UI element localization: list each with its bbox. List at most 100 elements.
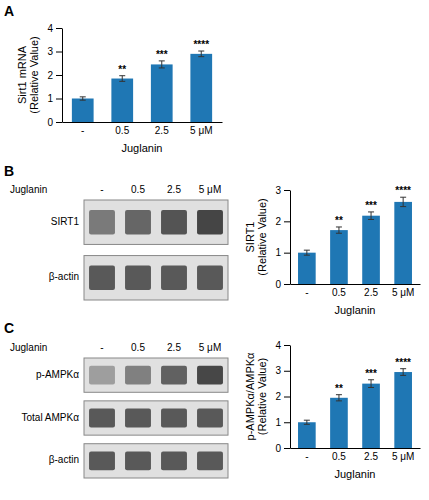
x-tick: 0.5 [332,451,346,462]
y-tick-mark [284,190,290,191]
x-tick: 5 μM [392,451,414,462]
x-axis: -0.52.55 μM [291,449,421,463]
y-tick-label: 3 [275,185,281,196]
x-tick: 5 μM [190,125,212,136]
error-bar [368,380,374,388]
significance-label: *** [156,49,168,60]
y-tick: 1 [275,417,290,428]
y-tick: 0 [275,443,290,454]
x-tick-label: - [81,125,84,136]
y-axis: 0123 [275,185,290,290]
y-tick-label: 4 [47,23,53,34]
blot-band [125,266,151,290]
blot-band [89,210,115,234]
y-tick-mark [284,448,290,449]
blot-column-label: - [100,342,103,353]
x-tick-label: 5 μM [392,287,414,298]
y-tick-mark [284,422,290,423]
bar [190,54,212,122]
x-tick-label: 2.5 [155,125,169,136]
y-tick-label: 2 [275,391,281,402]
y-tick-mark [56,75,62,76]
blot-background [84,200,228,244]
x-tick-label: - [305,287,308,298]
blot-column-label: 5 μM [199,184,221,195]
x-axis-line [63,122,223,123]
error-bar [336,227,342,233]
x-tick: 5 μM [392,287,414,298]
panel-label: B [4,163,14,179]
blot-background [84,358,228,392]
y-tick-mark [284,345,290,346]
error-bar [80,97,86,100]
x-axis: - 0.5 2.5 5 μM [63,123,223,137]
error-bar [198,51,204,57]
y-axis-title: p-AMPKα/AMPKα(Relative Value) [244,352,268,441]
blot-band [125,210,151,234]
x-tick-label: 5 μM [392,451,414,462]
significance-label: *** [365,368,377,379]
y-tick-mark [284,371,290,372]
blot-band [125,366,151,385]
blot-column-label: - [100,184,103,195]
blot-background [84,401,228,435]
y-tick-label: 3 [47,46,53,57]
y-tick: 3 [275,185,290,196]
blot-column-label: 0.5 [131,342,145,353]
error-bar [304,250,310,255]
x-axis-line [291,448,421,449]
x-tick: 2.5 [364,451,378,462]
y-tick: 0 [275,279,290,290]
bar [362,216,380,284]
bar [72,99,94,123]
y-tick-label: 4 [275,340,281,351]
blot-column-label: 2.5 [167,184,181,195]
y-tick: 1 [47,93,62,104]
x-tick-label: 2.5 [364,451,378,462]
bar [111,79,133,122]
y-axis-title: SIRT1(Relative Value) [244,198,268,275]
error-bar [368,212,374,220]
blot: -0.52.55 μMJuglaninSIRT1β-actin [10,184,228,300]
y-axis-line [290,346,291,449]
y-tick: 3 [47,46,62,57]
blot: -0.52.55 μMJuglaninp-AMPKαTotal AMPKαβ-a… [10,342,228,478]
blot-band [89,366,115,385]
bar-chart: 01234-0.52.55 μM*********Juglaninp-AMPKα… [244,340,421,480]
y-tick: 1 [275,247,290,258]
error-bar [336,395,342,401]
bar [330,230,348,284]
blot-band [197,409,223,428]
y-axis-line [290,191,291,285]
blot-row-label: β-actin [49,454,79,465]
x-axis: -0.52.55 μM [291,285,421,299]
error-bar [400,369,406,376]
x-tick: 0.5 [115,125,129,136]
bar [394,202,412,284]
y-tick-mark [284,253,290,254]
y-tick-mark [284,221,290,222]
y-tick: 2 [275,391,290,402]
plot-area [298,369,412,448]
significance-label: ** [335,383,343,394]
y-axis: 0 1 2 3 4 [275,340,290,454]
blot-column-label: 2.5 [167,342,181,353]
significance-label: **** [193,39,209,50]
y-tick-label: 3 [275,365,281,376]
significance-label: **** [395,357,411,368]
blot-background [84,256,228,300]
figure: 01234-0.52.55 μM*********JuglaninSirt1 m… [0,0,429,500]
y-tick-mark [56,122,62,123]
bar [394,372,412,448]
y-tick: 3 [275,365,290,376]
bar [151,64,173,122]
x-axis-line [291,284,421,285]
x-axis-title: Juglanin [122,142,163,154]
blot-row-label: Total AMPKα [22,412,80,423]
y-tick: 2 [47,70,62,81]
y-tick-label: 1 [47,93,53,104]
y-axis-line [62,29,63,123]
y-tick-mark [284,284,290,285]
significance-label: *** [365,200,377,211]
blot-band [125,451,151,470]
